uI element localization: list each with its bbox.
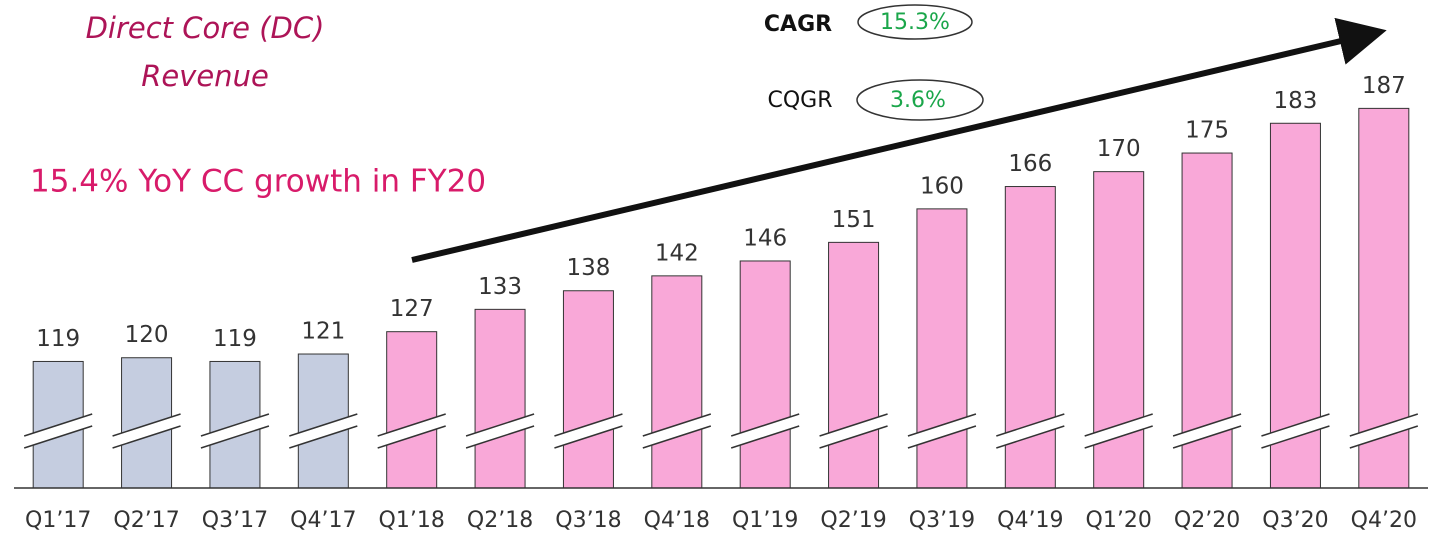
- value-label: 146: [743, 225, 787, 251]
- x-tick-label: Q4’20: [1351, 508, 1417, 533]
- x-tick-label: Q3’18: [555, 508, 621, 533]
- axis-break: [819, 413, 888, 437]
- value-label: 119: [213, 326, 257, 352]
- value-label: 121: [301, 319, 345, 345]
- axis-break: [907, 413, 977, 437]
- axis-break: [730, 413, 800, 437]
- axis-break: [554, 425, 623, 449]
- x-tick-label: Q3’19: [909, 508, 975, 533]
- value-label: 138: [566, 255, 610, 281]
- axis-break: [642, 425, 712, 449]
- x-tick-label: Q1’17: [25, 508, 91, 533]
- axis-break: [642, 413, 712, 437]
- value-label: 187: [1362, 73, 1406, 99]
- value-label: 166: [1008, 151, 1052, 177]
- bar: [386, 331, 438, 489]
- axis-break: [996, 425, 1065, 449]
- axis-break: [465, 413, 535, 437]
- axis-break: [996, 413, 1065, 437]
- axis-break-gap: [466, 414, 535, 448]
- x-tick-label: Q2’20: [1174, 508, 1240, 533]
- axis-break-gap: [1173, 414, 1242, 448]
- axis-break-gap: [200, 414, 269, 448]
- value-label: 183: [1273, 88, 1317, 114]
- axis-break: [377, 413, 446, 437]
- axis-break: [23, 413, 93, 437]
- cagr-label: CAGR: [764, 12, 832, 37]
- value-label: 120: [125, 322, 169, 348]
- value-label: 160: [920, 173, 964, 199]
- axis-break: [1172, 425, 1242, 449]
- cagr-value: 15.3%: [880, 10, 950, 35]
- x-tick-label: Q1’20: [1086, 508, 1152, 533]
- trend-arrow: [411, 17, 1387, 263]
- x-tick-label: Q2’19: [820, 508, 886, 533]
- axis-break: [112, 425, 181, 449]
- value-label: 142: [655, 240, 699, 266]
- x-tick-label: Q4’18: [644, 508, 710, 533]
- axis-break: [1349, 425, 1419, 449]
- x-tick-label: Q3’20: [1262, 508, 1328, 533]
- axis-break-gap: [24, 414, 93, 448]
- bar: [651, 275, 703, 489]
- cqgr-value: 3.6%: [890, 88, 946, 113]
- x-tick-label: Q2’18: [467, 508, 533, 533]
- subtitle: 15.4% YoY CC growth in FY20: [30, 164, 486, 200]
- cqgr-label: CQGR: [767, 88, 832, 113]
- axis-break: [289, 413, 358, 437]
- x-tick-label: Q1’19: [732, 508, 798, 533]
- x-tick-label: Q1’18: [379, 508, 445, 533]
- axis-break: [23, 425, 93, 449]
- axis-break-gap: [289, 414, 358, 448]
- axis-break: [1261, 425, 1330, 449]
- axis-break-gap: [112, 414, 181, 448]
- value-label: 133: [478, 274, 522, 300]
- cqgr-ellipse: [856, 79, 984, 121]
- axis-break: [465, 425, 535, 449]
- chart-title: Direct Core (DC): [86, 11, 325, 45]
- axis-break-gap: [1084, 414, 1153, 448]
- axis-break-gap: [819, 414, 888, 448]
- chart-title: Revenue: [141, 59, 269, 93]
- axis-break: [554, 413, 623, 437]
- axis-break-gap: [907, 414, 976, 448]
- axis-break: [1084, 425, 1153, 449]
- x-tick-label: Q4’17: [290, 508, 356, 533]
- x-tick-label: Q2’17: [113, 508, 179, 533]
- axis-break-gap: [554, 414, 623, 448]
- axis-break: [1261, 413, 1330, 437]
- axis-break-gap: [1349, 414, 1418, 448]
- value-label: 175: [1185, 118, 1229, 144]
- value-label: 119: [36, 326, 80, 352]
- bar: [916, 208, 968, 489]
- axis-break-gap: [377, 414, 446, 448]
- axis-break: [289, 425, 358, 449]
- axis-break: [819, 425, 888, 449]
- cagr-ellipse: [857, 4, 973, 40]
- axis-break: [200, 413, 270, 437]
- axis-break: [112, 413, 181, 437]
- axis-break: [907, 425, 977, 449]
- axis-break: [1349, 413, 1419, 437]
- axis-break: [377, 425, 446, 449]
- bar: [739, 260, 791, 489]
- value-label: 151: [832, 207, 876, 233]
- bar: [562, 290, 614, 489]
- value-label: 127: [390, 296, 434, 322]
- bar: [828, 241, 880, 489]
- x-tick-label: Q3’17: [202, 508, 268, 533]
- axis-break-gap: [642, 414, 711, 448]
- axis-break-gap: [996, 414, 1065, 448]
- axis-break: [1172, 413, 1242, 437]
- axis-break-gap: [731, 414, 800, 448]
- value-label: 170: [1097, 136, 1141, 162]
- axis-break: [730, 425, 800, 449]
- x-tick-label: Q4’19: [997, 508, 1063, 533]
- axis-break-gap: [1261, 414, 1330, 448]
- axis-break: [1084, 413, 1153, 437]
- bar: [474, 308, 526, 489]
- axis-break: [200, 425, 270, 449]
